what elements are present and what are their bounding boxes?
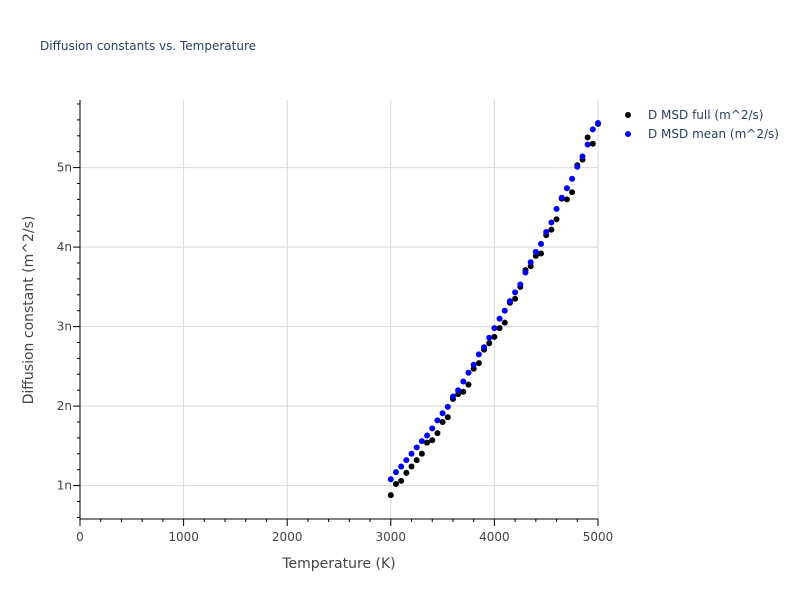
point-d-msd-full[interactable] xyxy=(444,414,451,421)
point-d-msd-mean[interactable] xyxy=(403,457,410,464)
point-d-msd-mean[interactable] xyxy=(434,417,441,424)
point-d-msd-mean[interactable] xyxy=(444,403,451,410)
point-d-msd-full[interactable] xyxy=(465,381,472,388)
point-d-msd-full[interactable] xyxy=(387,492,394,499)
point-d-msd-full[interactable] xyxy=(512,295,519,302)
point-d-msd-full[interactable] xyxy=(548,226,555,233)
point-d-msd-full[interactable] xyxy=(403,469,410,476)
point-d-msd-mean[interactable] xyxy=(424,432,431,439)
point-d-msd-full[interactable] xyxy=(569,189,576,196)
x-tick-label: 3000 xyxy=(376,530,407,544)
chart-title: Diffusion constants vs. Temperature xyxy=(40,39,256,53)
point-d-msd-mean[interactable] xyxy=(558,194,565,201)
point-d-msd-mean[interactable] xyxy=(465,369,472,376)
y-axis-title: Diffusion constant (m^2/s) xyxy=(21,216,37,405)
point-d-msd-mean[interactable] xyxy=(563,185,570,192)
plot-area[interactable] xyxy=(387,120,601,499)
point-d-msd-mean[interactable] xyxy=(595,120,601,127)
point-d-msd-mean[interactable] xyxy=(491,325,498,332)
point-d-msd-full[interactable] xyxy=(501,319,508,326)
point-d-msd-mean[interactable] xyxy=(470,361,477,368)
point-d-msd-full[interactable] xyxy=(398,477,405,484)
point-d-msd-mean[interactable] xyxy=(569,175,576,182)
point-d-msd-full[interactable] xyxy=(491,333,498,340)
legend-marker xyxy=(625,112,631,118)
point-d-msd-mean[interactable] xyxy=(501,307,508,314)
y-tick-label: 4n xyxy=(57,240,72,254)
point-d-msd-mean[interactable] xyxy=(506,298,513,305)
point-d-msd-mean[interactable] xyxy=(589,126,596,133)
point-d-msd-full[interactable] xyxy=(418,450,425,457)
point-d-msd-mean[interactable] xyxy=(496,315,503,322)
point-d-msd-mean[interactable] xyxy=(522,269,529,276)
point-d-msd-mean[interactable] xyxy=(553,205,560,212)
y-tick-label: 5n xyxy=(57,161,72,175)
point-d-msd-mean[interactable] xyxy=(584,141,591,148)
point-d-msd-full[interactable] xyxy=(413,457,420,464)
point-d-msd-full[interactable] xyxy=(589,140,596,147)
point-d-msd-mean[interactable] xyxy=(387,476,394,483)
point-d-msd-full[interactable] xyxy=(496,325,503,332)
point-d-msd-mean[interactable] xyxy=(475,351,482,358)
legend-label: D MSD mean (m^2/s) xyxy=(648,127,779,141)
point-d-msd-full[interactable] xyxy=(460,388,467,395)
point-d-msd-mean[interactable] xyxy=(413,444,420,451)
point-d-msd-full[interactable] xyxy=(563,196,570,203)
point-d-msd-mean[interactable] xyxy=(449,393,456,400)
legend-marker xyxy=(625,131,631,137)
point-d-msd-full[interactable] xyxy=(584,134,591,141)
point-d-msd-mean[interactable] xyxy=(517,281,524,288)
point-d-msd-mean[interactable] xyxy=(455,387,462,394)
x-axis-title: Temperature (K) xyxy=(281,556,395,572)
point-d-msd-full[interactable] xyxy=(486,340,493,347)
point-d-msd-full[interactable] xyxy=(439,419,446,425)
x-tick-label: 4000 xyxy=(479,530,510,544)
x-tick-label: 1000 xyxy=(168,530,199,544)
point-d-msd-full[interactable] xyxy=(408,463,415,470)
legend[interactable]: D MSD full (m^2/s) D MSD mean (m^2/s) xyxy=(625,108,779,141)
legend-item[interactable]: D MSD mean (m^2/s) xyxy=(625,127,779,141)
point-d-msd-mean[interactable] xyxy=(481,344,488,351)
point-d-msd-mean[interactable] xyxy=(548,219,555,226)
point-d-msd-mean[interactable] xyxy=(460,378,467,385)
point-d-msd-mean[interactable] xyxy=(579,153,586,160)
x-tick-label: 2000 xyxy=(272,530,303,544)
point-d-msd-mean[interactable] xyxy=(398,463,405,470)
y-tick-label: 3n xyxy=(57,320,72,334)
point-d-msd-mean[interactable] xyxy=(543,228,550,235)
point-d-msd-full[interactable] xyxy=(392,481,399,488)
point-d-msd-mean[interactable] xyxy=(512,289,519,296)
point-d-msd-full[interactable] xyxy=(429,437,436,444)
point-d-msd-mean[interactable] xyxy=(408,450,415,457)
point-d-msd-mean[interactable] xyxy=(527,259,534,266)
axes: 0 1000 2000 3000 4000 5000 1n 2n 3n 4n 5n xyxy=(57,100,614,544)
point-d-msd-full[interactable] xyxy=(538,250,545,257)
legend-label: D MSD full (m^2/s) xyxy=(648,108,763,122)
y-tick-label: 1n xyxy=(57,479,72,493)
point-d-msd-mean[interactable] xyxy=(532,248,539,255)
grid xyxy=(80,100,599,519)
point-d-msd-full[interactable] xyxy=(424,439,431,446)
point-d-msd-mean[interactable] xyxy=(392,469,399,476)
x-tick-label: 0 xyxy=(76,530,84,544)
legend-item[interactable]: D MSD full (m^2/s) xyxy=(625,108,763,122)
point-d-msd-full[interactable] xyxy=(475,360,482,367)
x-tick-label: 5000 xyxy=(583,530,614,544)
point-d-msd-mean[interactable] xyxy=(486,334,493,341)
point-d-msd-full[interactable] xyxy=(553,216,560,223)
point-d-msd-mean[interactable] xyxy=(439,410,446,417)
point-d-msd-mean[interactable] xyxy=(418,438,425,445)
point-d-msd-full[interactable] xyxy=(434,430,441,437)
point-d-msd-mean[interactable] xyxy=(574,163,581,170)
point-d-msd-mean[interactable] xyxy=(429,425,436,432)
y-tick-label: 2n xyxy=(57,399,72,413)
point-d-msd-mean[interactable] xyxy=(538,240,545,247)
